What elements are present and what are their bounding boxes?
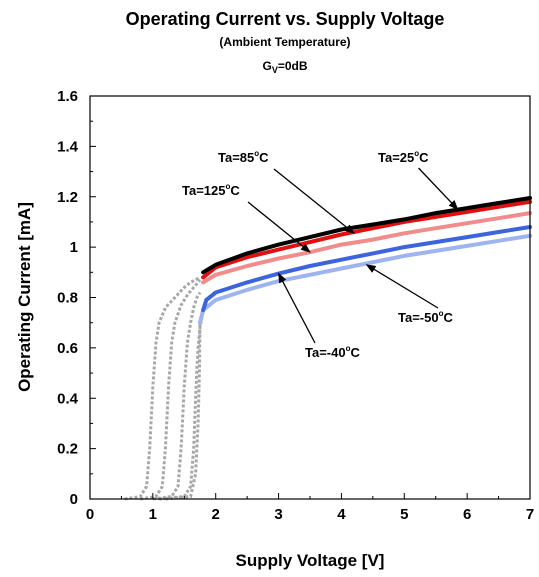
transition-curves bbox=[124, 276, 205, 501]
y-tick-label: 1.4 bbox=[57, 138, 79, 155]
condition-prefix: G bbox=[262, 59, 271, 73]
condition-subscript: V bbox=[272, 65, 278, 75]
y-tick-label: 0 bbox=[70, 491, 78, 508]
transition-curve-1 bbox=[124, 276, 201, 501]
x-tick-label: 1 bbox=[149, 506, 157, 523]
x-tick-label: 2 bbox=[212, 506, 220, 523]
temperature-annotations: Ta=25oC Ta=85oC Ta=125oC Ta=-50oC Ta=-40oC bbox=[182, 149, 459, 360]
series-line-minus50c bbox=[198, 233, 532, 325]
x-tick-label: 7 bbox=[526, 506, 534, 523]
transition-curve-2 bbox=[140, 278, 202, 501]
y-tick-label: 1 bbox=[70, 239, 78, 256]
y-tick-label: 0.6 bbox=[57, 340, 78, 357]
annotation-label-85c: Ta=85oC bbox=[218, 149, 269, 165]
annotation-label-minus40c: Ta=-40oC bbox=[305, 344, 360, 360]
y-tick-label: 0.8 bbox=[57, 290, 78, 307]
annotation-arrow-minus50c bbox=[365, 264, 439, 309]
annotation-label-125c: Ta=125oC bbox=[182, 182, 240, 198]
y-tick-label: 1.6 bbox=[57, 88, 78, 105]
series-line-85c bbox=[201, 199, 532, 280]
annotation-arrow-85c bbox=[273, 168, 355, 234]
annotation-label-minus50c: Ta=-50oC bbox=[398, 309, 453, 325]
y-tick-label: 1.2 bbox=[57, 189, 78, 206]
y-axis-tick-labels: 0 0.2 0.4 0.6 0.8 1 1.2 1.4 1.6 bbox=[57, 88, 79, 508]
annotation-label-25c: Ta=25oC bbox=[378, 149, 429, 165]
plot-area-frame bbox=[89, 95, 531, 500]
series-lines bbox=[198, 196, 532, 325]
annotation-arrow-minus40c bbox=[277, 272, 316, 344]
transition-curve-5 bbox=[165, 322, 202, 501]
chart-title: Operating Current vs. Supply Voltage bbox=[126, 9, 445, 29]
x-tick-label: 0 bbox=[86, 506, 94, 523]
x-tick-label: 3 bbox=[274, 506, 282, 523]
x-axis-tick-labels: 0 1 2 3 4 5 6 7 bbox=[86, 506, 534, 523]
x-tick-label: 4 bbox=[337, 506, 346, 523]
y-tick-label: 0.4 bbox=[57, 390, 79, 407]
transition-curve-3 bbox=[152, 291, 202, 501]
chart-condition: GV=0dB bbox=[262, 59, 307, 75]
annotation-arrow-25c bbox=[418, 167, 459, 211]
y-axis-title: Operating Current [mA] bbox=[15, 202, 34, 392]
condition-suffix: =0dB bbox=[278, 59, 308, 73]
y-tick-label: 0.2 bbox=[57, 441, 78, 458]
series-line-25c bbox=[201, 196, 532, 275]
axis-ticks bbox=[89, 95, 531, 500]
x-axis-title: Supply Voltage [V] bbox=[236, 551, 385, 570]
x-tick-label: 5 bbox=[400, 506, 408, 523]
annotation-arrow-125c bbox=[247, 201, 311, 253]
series-line-minus40c bbox=[201, 225, 532, 313]
series-line-125c bbox=[201, 211, 532, 285]
x-tick-label: 6 bbox=[463, 506, 471, 523]
chart-subtitle: (Ambient Temperature) bbox=[219, 35, 350, 49]
